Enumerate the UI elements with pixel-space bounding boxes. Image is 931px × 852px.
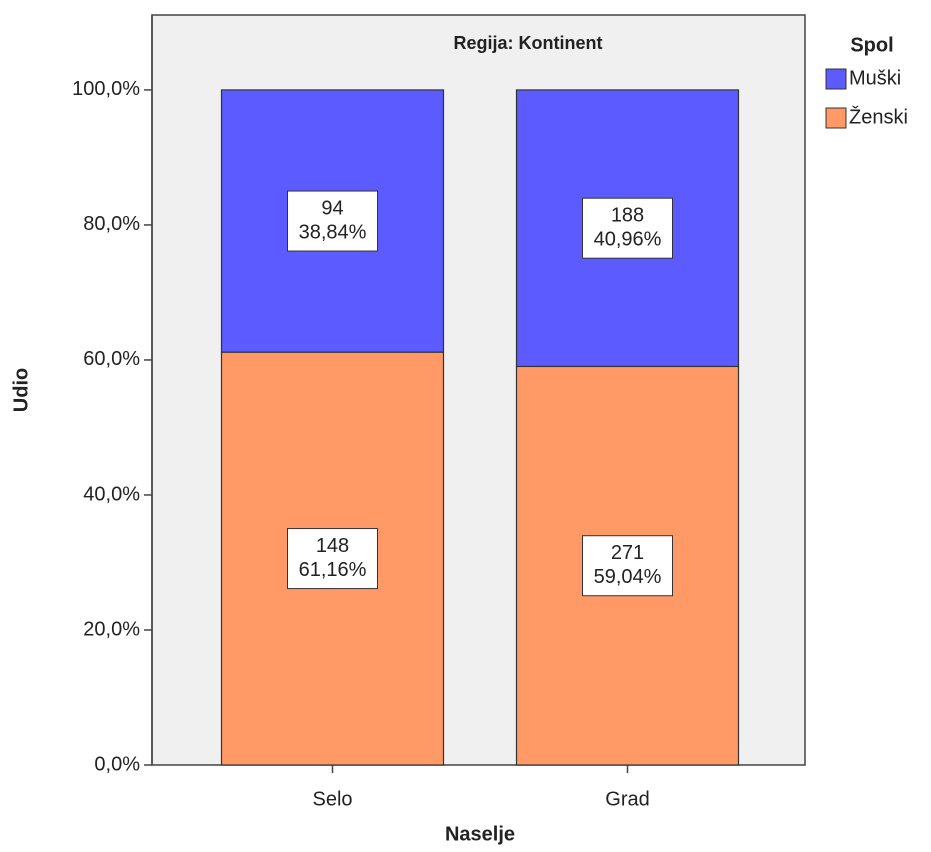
legend-label: Muški [849, 67, 901, 89]
data-label-count: 148 [316, 535, 349, 557]
data-label-box [287, 528, 378, 590]
y-tick-label: 100,0% [72, 78, 140, 100]
legend-label: Ženski [849, 105, 908, 128]
x-tick-label: Selo [312, 788, 352, 810]
chart-title: Regija: Kontinent [454, 33, 603, 53]
y-tick-label: 80,0% [83, 213, 140, 235]
legend-swatch [825, 107, 847, 129]
y-tick-label: 0,0% [94, 753, 140, 775]
legend-title: Spol [850, 34, 893, 56]
data-label-count: 188 [611, 204, 644, 226]
x-tick-label: Grad [605, 788, 649, 810]
data-label-box [582, 197, 673, 259]
y-axis-label: Udio [10, 368, 32, 412]
data-label-box [287, 190, 378, 252]
legend-swatch [825, 68, 847, 90]
data-label-count: 94 [321, 197, 343, 219]
y-tick-label: 20,0% [83, 618, 140, 640]
y-tick-label: 40,0% [83, 483, 140, 505]
data-label-percent: 61,16% [299, 559, 367, 581]
data-label-percent: 38,84% [299, 221, 367, 243]
data-label-box [582, 535, 673, 597]
data-label-percent: 59,04% [594, 566, 662, 588]
y-tick-label: 60,0% [83, 348, 140, 370]
x-axis-label: Naselje [445, 823, 515, 845]
data-label-percent: 40,96% [594, 228, 662, 250]
data-label-count: 271 [611, 542, 644, 564]
